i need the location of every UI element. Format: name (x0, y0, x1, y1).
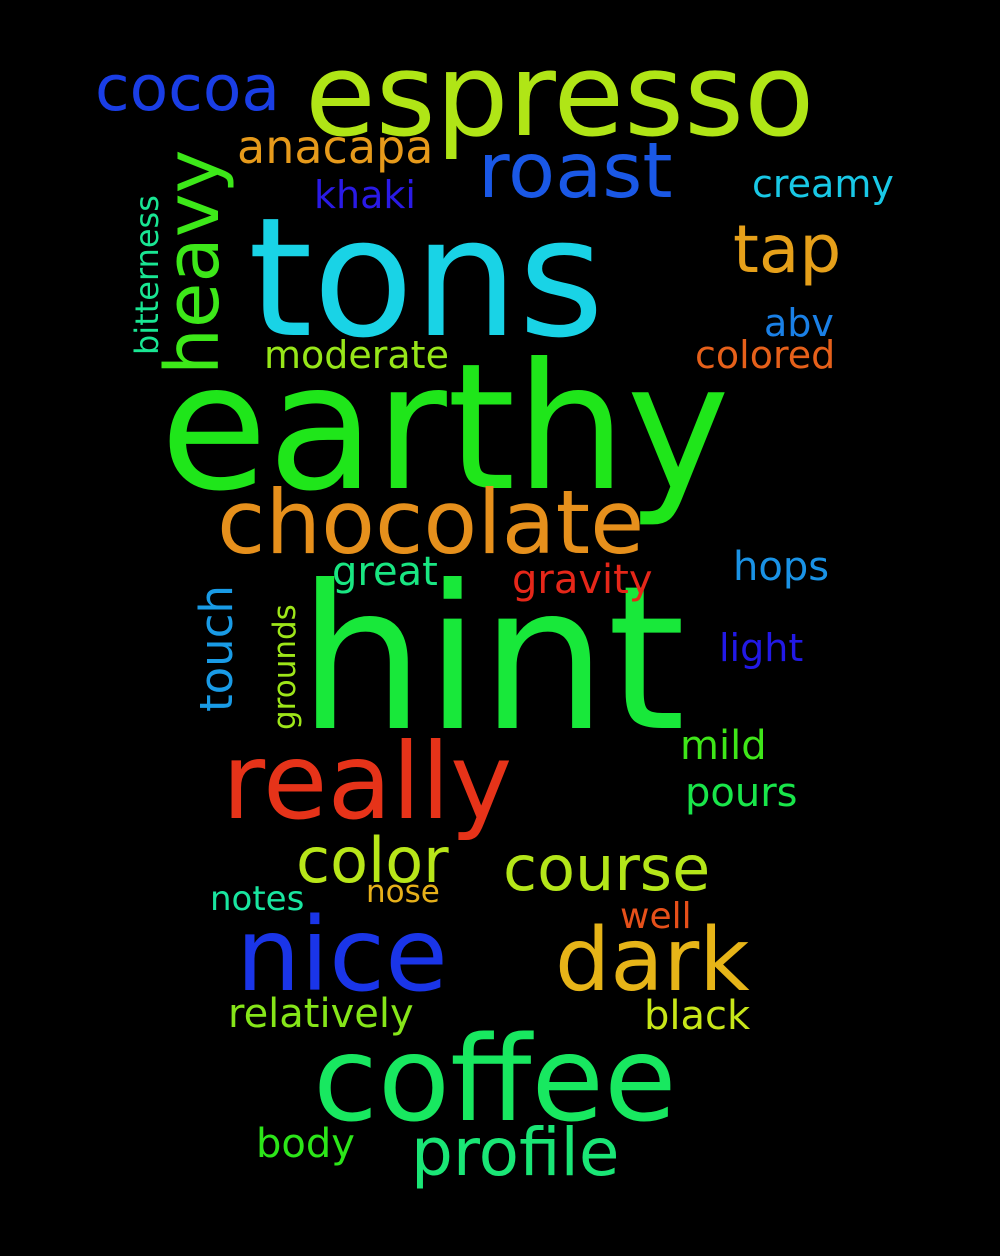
word-heavy: heavy (150, 150, 236, 375)
word-roast: roast (478, 127, 673, 216)
word-espresso: espresso (305, 29, 814, 163)
word-chocolate: chocolate (217, 471, 644, 574)
word-bitterness: bitterness (128, 195, 166, 355)
word-coffee: coffee (313, 1010, 677, 1148)
word-gravity: gravity (512, 557, 653, 603)
word-relatively: relatively (228, 991, 414, 1037)
word-khaki: khaki (314, 173, 416, 217)
word-pours: pours (685, 770, 798, 816)
word-cocoa: cocoa (95, 52, 280, 125)
word-hint: hint (298, 543, 686, 776)
word-colored: colored (695, 333, 835, 377)
word-course: course (503, 832, 710, 905)
word-body: body (256, 1121, 355, 1167)
word-notes: notes (210, 879, 304, 919)
word-moderate: moderate (264, 333, 449, 377)
word-tons: tons (248, 182, 604, 374)
word-great: great (332, 549, 438, 595)
word-abv: abv (764, 301, 834, 345)
word-nice: nice (236, 896, 448, 1015)
word-really: really (222, 721, 512, 843)
word-earthy: earthy (160, 327, 730, 530)
word-touch: touch (190, 585, 243, 712)
word-well: well (620, 896, 692, 937)
word-tap: tap (733, 211, 841, 288)
word-profile: profile (411, 1114, 619, 1191)
word-dark: dark (555, 909, 750, 1011)
word-mild: mild (680, 723, 767, 769)
word-creamy: creamy (752, 162, 894, 206)
word-hops: hops (733, 544, 829, 590)
word-color: color (296, 824, 449, 897)
word-black: black (644, 993, 751, 1039)
word-nose: nose (366, 874, 440, 910)
word-light: light (719, 626, 803, 670)
word-anacapa: anacapa (237, 120, 433, 174)
word-grounds: grounds (267, 604, 303, 730)
